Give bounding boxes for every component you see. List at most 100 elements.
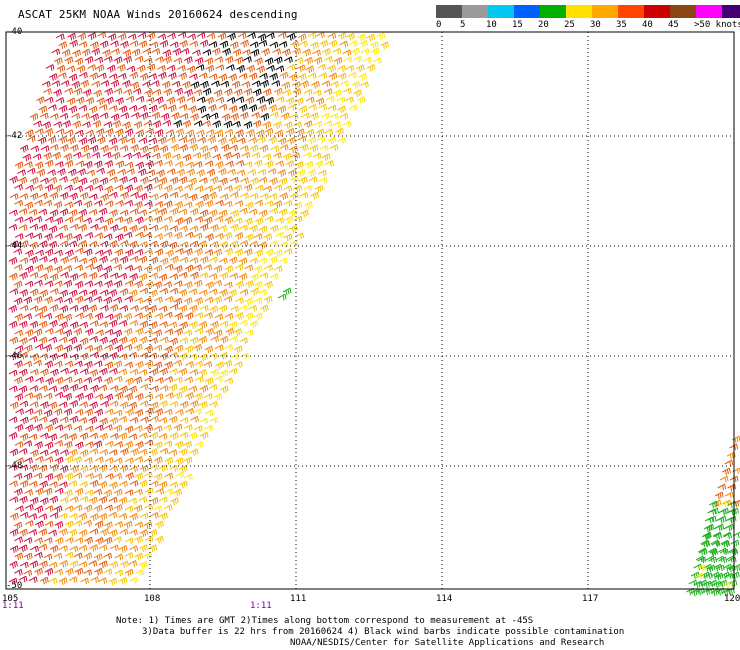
- wind-barb: [127, 33, 137, 41]
- wind-barb: [23, 537, 33, 544]
- wind-barb: [35, 249, 44, 257]
- wind-barb: [158, 177, 168, 185]
- wind-barb: [88, 560, 98, 567]
- wind-barb: [88, 496, 98, 505]
- wind-barb: [128, 560, 138, 567]
- wind-barb: [293, 215, 303, 223]
- wind-barb: [63, 153, 73, 161]
- wind-barb: [282, 152, 292, 161]
- wind-barb: [224, 265, 234, 273]
- wind-barb: [96, 167, 105, 175]
- wind-barb: [335, 127, 344, 136]
- wind-barb: [226, 97, 236, 104]
- wind-barb: [312, 152, 322, 160]
- wind-barb: [194, 312, 204, 319]
- wind-barb: [144, 503, 154, 511]
- wind-barb: [270, 145, 280, 152]
- wind-barb: [138, 496, 148, 503]
- wind-barb: [129, 416, 139, 424]
- wind-barb: [248, 137, 257, 144]
- wind-barb: [59, 433, 69, 440]
- wind-barb: [129, 224, 138, 233]
- wind-barb: [9, 560, 18, 569]
- wind-barb: [81, 48, 91, 57]
- wind-barb: [25, 129, 34, 138]
- wind-barb: [64, 505, 74, 512]
- legend-swatch: [618, 5, 644, 18]
- wind-barb: [93, 488, 103, 496]
- longitude-tick-label: 105: [2, 594, 19, 604]
- wind-barb: [126, 168, 135, 175]
- wind-barb: [723, 532, 732, 540]
- wind-barb: [164, 215, 173, 223]
- wind-barb: [38, 208, 48, 216]
- wind-barb: [199, 209, 209, 218]
- wind-barb: [229, 240, 239, 249]
- wind-barb: [336, 96, 346, 104]
- wind-barb: [134, 312, 144, 319]
- wind-barb: [198, 289, 208, 297]
- wind-barb: [244, 264, 254, 272]
- legend-swatch: [696, 5, 722, 18]
- wind-barb: [189, 257, 199, 264]
- wind-barb: [117, 72, 127, 80]
- wind-barb: [23, 296, 33, 305]
- wind-barb: [219, 241, 229, 249]
- wind-barb: [18, 575, 28, 583]
- wind-barb: [143, 265, 153, 273]
- wind-barb: [138, 479, 148, 488]
- wind-barb: [239, 240, 249, 247]
- wind-barb: [732, 499, 740, 508]
- wind-barb: [250, 48, 260, 57]
- wind-barb: [134, 216, 144, 225]
- wind-barb: [194, 216, 204, 223]
- wind-barb: [129, 529, 138, 536]
- wind-barb: [168, 449, 178, 456]
- wind-barb: [43, 344, 52, 352]
- wind-barb: [164, 361, 173, 369]
- wind-barb: [230, 353, 239, 361]
- wind-barb: [275, 160, 284, 167]
- wind-barb: [134, 297, 144, 304]
- wind-barb: [64, 455, 74, 464]
- wind-barb: [49, 113, 59, 120]
- wind-barb: [48, 561, 58, 569]
- wind-barb: [17, 169, 26, 176]
- wind-barb: [157, 33, 167, 41]
- wind-barb: [260, 193, 269, 200]
- wind-barb: [171, 112, 180, 120]
- wind-barb: [708, 579, 718, 588]
- wind-barb: [74, 295, 84, 304]
- wind-barb: [224, 377, 234, 385]
- legend-label: >50 knots: [694, 20, 740, 30]
- wind-barb: [28, 433, 38, 441]
- wind-barb: [169, 41, 179, 49]
- wind-barb: [58, 104, 68, 113]
- wind-barb: [93, 360, 103, 368]
- wind-barb: [48, 104, 57, 111]
- wind-barb: [123, 344, 133, 351]
- wind-barb: [53, 408, 63, 416]
- wind-barb: [29, 177, 39, 185]
- wind-barb: [220, 144, 230, 152]
- wind-barb: [114, 391, 124, 400]
- wind-barb: [710, 539, 720, 547]
- wind-barb: [349, 104, 358, 112]
- wind-barb: [211, 47, 221, 56]
- wind-barb: [218, 224, 228, 232]
- wind-barb: [34, 487, 44, 496]
- wind-barb: [104, 313, 114, 321]
- wind-barb: [258, 257, 268, 264]
- wind-barb: [94, 232, 104, 240]
- wind-barb: [243, 183, 253, 192]
- wind-barb: [84, 536, 93, 545]
- wind-barb: [240, 177, 249, 184]
- wind-barb: [35, 376, 44, 384]
- wind-barb: [119, 401, 129, 410]
- wind-barb: [194, 376, 204, 383]
- wind-barb: [219, 351, 229, 360]
- wind-barb: [34, 199, 43, 207]
- wind-barb: [240, 352, 249, 360]
- wind-barb: [174, 265, 183, 273]
- wind-barb: [308, 176, 318, 183]
